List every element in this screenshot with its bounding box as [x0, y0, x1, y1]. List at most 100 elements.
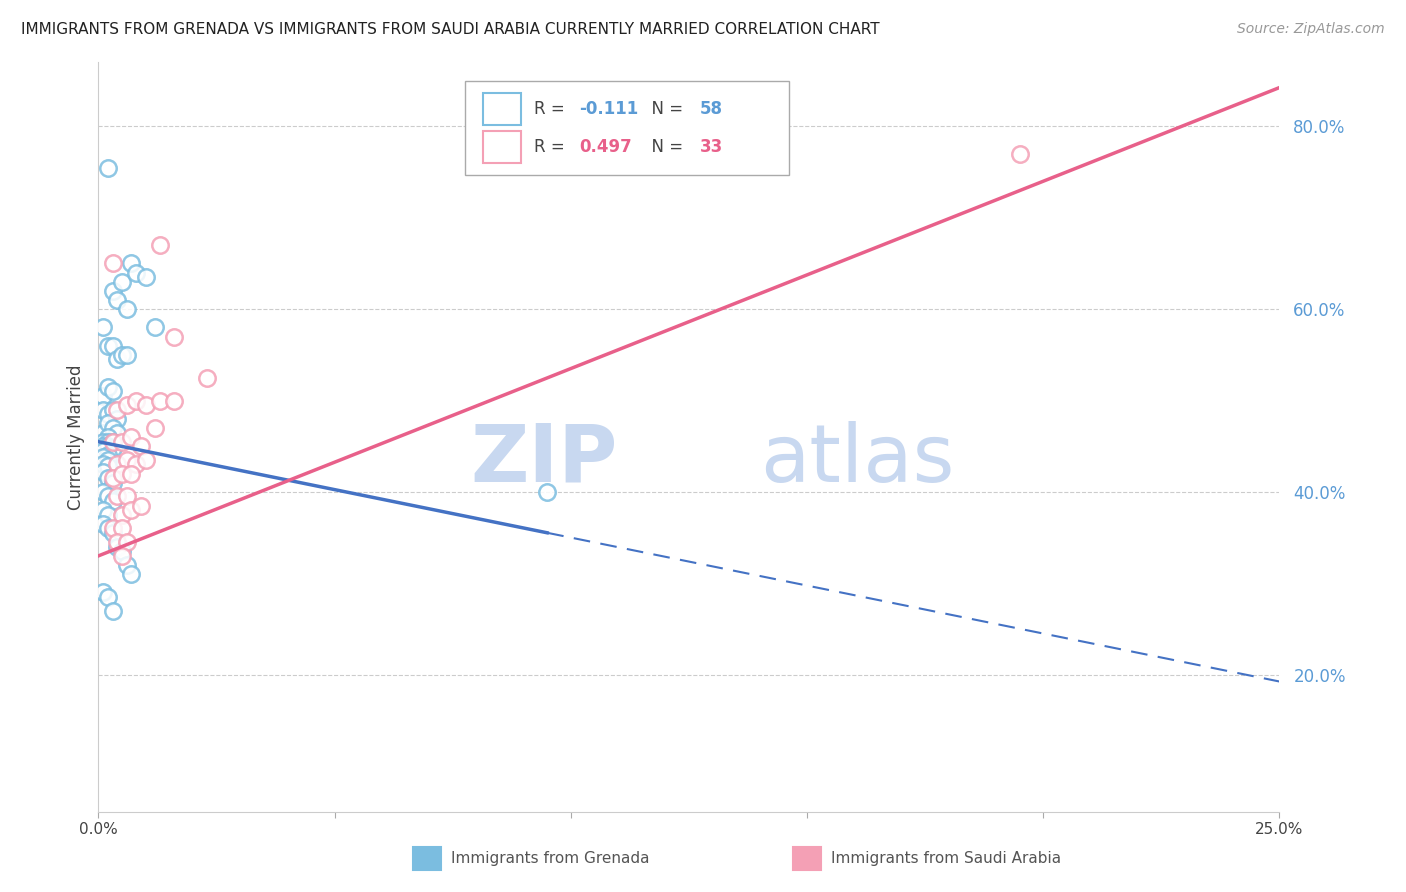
- Point: [105, 458, 128, 472]
- Point: [111, 544, 134, 558]
- FancyBboxPatch shape: [413, 847, 441, 870]
- Point: [91, 434, 114, 449]
- Point: [97, 453, 120, 467]
- Point: [91, 465, 114, 479]
- Point: [91, 425, 114, 440]
- Point: [97, 417, 120, 431]
- Point: [101, 421, 124, 435]
- Point: [91, 484, 114, 499]
- Point: [105, 293, 128, 307]
- Point: [1008, 146, 1031, 161]
- Point: [91, 389, 114, 403]
- Point: [105, 412, 128, 426]
- Point: [121, 430, 143, 444]
- Point: [97, 430, 120, 444]
- Point: [91, 458, 114, 472]
- Point: [101, 284, 124, 298]
- Y-axis label: Currently Married: Currently Married: [66, 364, 84, 510]
- Point: [111, 521, 134, 535]
- Point: [149, 238, 172, 252]
- Point: [111, 467, 134, 481]
- Point: [115, 490, 138, 504]
- Point: [101, 339, 124, 353]
- Point: [101, 384, 124, 399]
- Point: [125, 458, 148, 472]
- Point: [97, 490, 120, 504]
- Point: [91, 402, 114, 417]
- Point: [97, 407, 120, 421]
- Point: [101, 604, 124, 618]
- Point: [115, 453, 138, 467]
- Point: [195, 370, 218, 384]
- Point: [91, 443, 114, 458]
- Point: [121, 467, 143, 481]
- Point: [115, 398, 138, 412]
- Text: IMMIGRANTS FROM GRENADA VS IMMIGRANTS FROM SAUDI ARABIA CURRENTLY MARRIED CORREL: IMMIGRANTS FROM GRENADA VS IMMIGRANTS FR…: [21, 22, 880, 37]
- Text: 0.497: 0.497: [579, 138, 631, 156]
- Point: [105, 490, 128, 504]
- Point: [91, 320, 114, 334]
- Point: [91, 585, 114, 599]
- Point: [135, 398, 157, 412]
- Point: [125, 393, 148, 408]
- Point: [105, 402, 128, 417]
- Point: [143, 421, 166, 435]
- Point: [97, 380, 120, 394]
- Point: [115, 558, 138, 572]
- Point: [91, 450, 114, 465]
- Point: [97, 448, 120, 462]
- Point: [101, 441, 124, 455]
- Point: [135, 270, 157, 285]
- Point: [135, 453, 157, 467]
- Point: [111, 275, 134, 289]
- FancyBboxPatch shape: [464, 81, 789, 175]
- Point: [97, 339, 120, 353]
- Point: [101, 256, 124, 270]
- Text: Immigrants from Grenada: Immigrants from Grenada: [451, 851, 650, 865]
- FancyBboxPatch shape: [484, 93, 522, 125]
- Point: [111, 508, 134, 522]
- Point: [97, 434, 120, 449]
- Point: [97, 471, 120, 485]
- Point: [115, 348, 138, 362]
- Point: [91, 516, 114, 531]
- Point: [101, 434, 124, 449]
- Point: [97, 439, 120, 453]
- Text: -0.111: -0.111: [579, 100, 638, 118]
- Point: [97, 161, 120, 175]
- Point: [97, 590, 120, 604]
- Point: [536, 484, 558, 499]
- Text: 58: 58: [700, 100, 723, 118]
- Point: [105, 425, 128, 440]
- Text: R =: R =: [534, 100, 571, 118]
- Point: [97, 459, 120, 474]
- Text: Immigrants from Saudi Arabia: Immigrants from Saudi Arabia: [831, 851, 1062, 865]
- Point: [129, 439, 152, 453]
- Point: [111, 434, 134, 449]
- Point: [97, 508, 120, 522]
- FancyBboxPatch shape: [793, 847, 821, 870]
- Point: [121, 503, 143, 517]
- Point: [105, 535, 128, 549]
- Point: [163, 393, 186, 408]
- Point: [101, 471, 124, 485]
- Point: [111, 348, 134, 362]
- Text: ZIP: ZIP: [471, 420, 619, 499]
- Point: [105, 352, 128, 367]
- Point: [105, 540, 128, 554]
- Point: [91, 439, 114, 453]
- Text: N =: N =: [641, 138, 688, 156]
- Point: [91, 503, 114, 517]
- Point: [101, 494, 124, 508]
- Point: [163, 329, 186, 343]
- Point: [101, 402, 124, 417]
- Text: N =: N =: [641, 100, 688, 118]
- Point: [101, 526, 124, 541]
- Text: atlas: atlas: [759, 420, 955, 499]
- Text: Source: ZipAtlas.com: Source: ZipAtlas.com: [1237, 22, 1385, 37]
- Point: [129, 499, 152, 513]
- Point: [115, 302, 138, 317]
- Point: [97, 521, 120, 535]
- FancyBboxPatch shape: [484, 131, 522, 163]
- Point: [149, 393, 172, 408]
